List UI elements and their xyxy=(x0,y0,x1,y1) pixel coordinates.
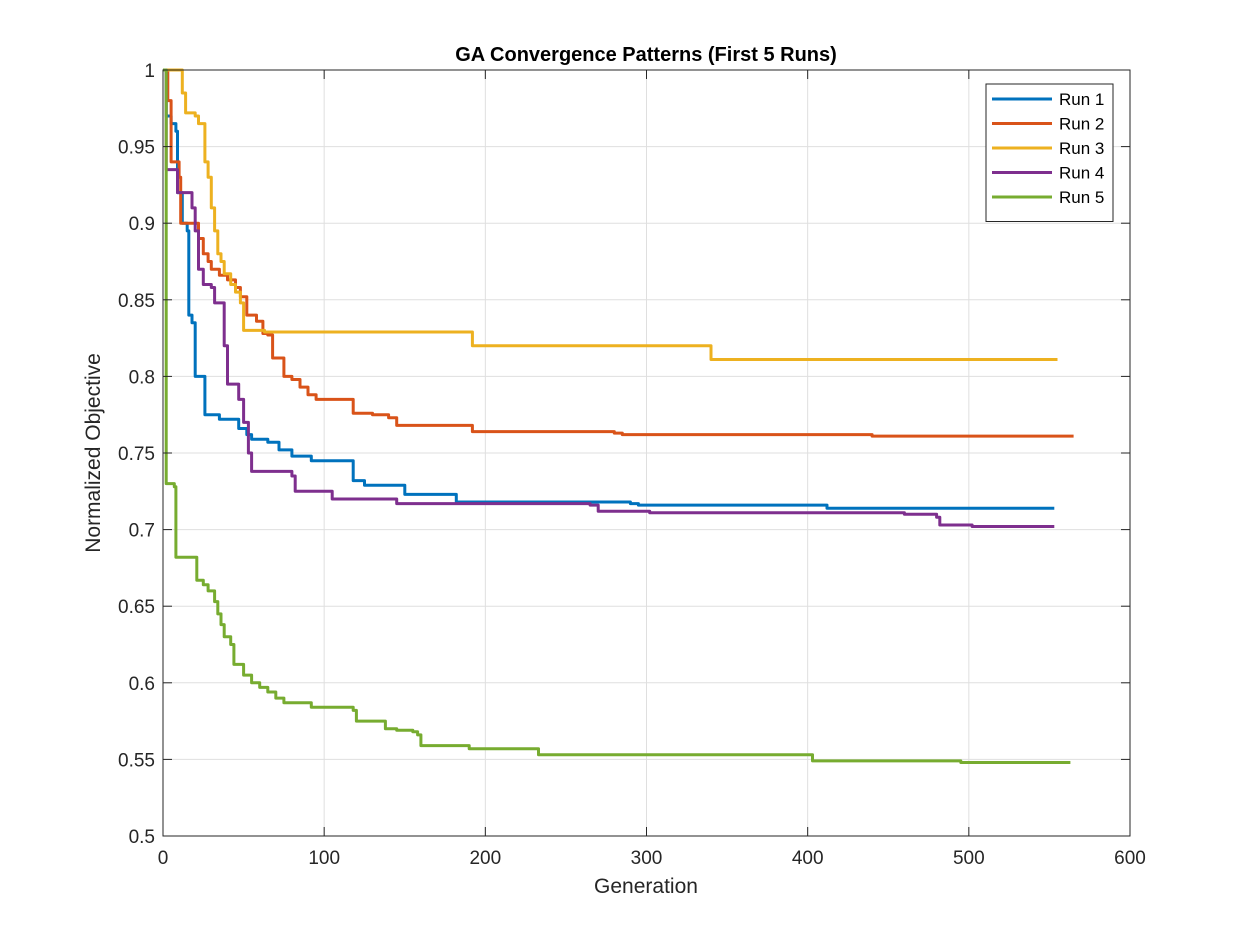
legend-label: Run 3 xyxy=(1059,139,1104,158)
y-tick-label: 0.5 xyxy=(129,827,155,848)
y-tick-label: 0.95 xyxy=(118,138,155,159)
y-tick-label: 0.7 xyxy=(129,521,155,542)
legend-label: Run 2 xyxy=(1059,115,1104,134)
series-line-run-3 xyxy=(163,68,1058,361)
legend-label: Run 1 xyxy=(1059,90,1104,109)
y-tick-label: 1 xyxy=(144,61,155,82)
y-tick-label: 0.55 xyxy=(118,750,155,771)
legend-label: Run 5 xyxy=(1059,188,1104,207)
x-tick-label: 600 xyxy=(1114,848,1146,869)
series-line-run-5 xyxy=(163,68,1071,764)
series-line-run-4 xyxy=(163,68,1055,528)
x-tick-label: 300 xyxy=(631,848,663,869)
y-axis-label: Normalized Objective xyxy=(82,353,105,553)
y-tick-label: 0.85 xyxy=(118,291,155,312)
legend-label: Run 4 xyxy=(1059,164,1104,183)
series-layer xyxy=(163,68,1074,764)
legend: Run 1 Run 2 Run 3 Run 4 Run 5 xyxy=(985,83,1114,222)
x-tick-label: 400 xyxy=(792,848,824,869)
x-tick-label: 200 xyxy=(469,848,501,869)
x-tick-label: 0 xyxy=(158,848,169,869)
x-tick-label: 500 xyxy=(953,848,985,869)
x-tick-label: 100 xyxy=(308,848,340,869)
chart-title: GA Convergence Patterns (First 5 Runs) xyxy=(455,44,837,66)
y-tick-label: 0.8 xyxy=(129,367,155,388)
x-axis-label: Generation xyxy=(594,875,698,898)
grid xyxy=(163,70,1130,836)
y-tick-label: 0.9 xyxy=(129,214,155,235)
y-tick-label: 0.6 xyxy=(129,674,155,695)
ticks: 0 100 200 300 400 500 600 0.5 0.55 0.6 0.65 0.7 0.75… xyxy=(118,61,1146,869)
legend-box xyxy=(985,83,1114,222)
y-tick-label: 0.65 xyxy=(118,597,155,618)
y-tick-label: 0.75 xyxy=(118,444,155,465)
